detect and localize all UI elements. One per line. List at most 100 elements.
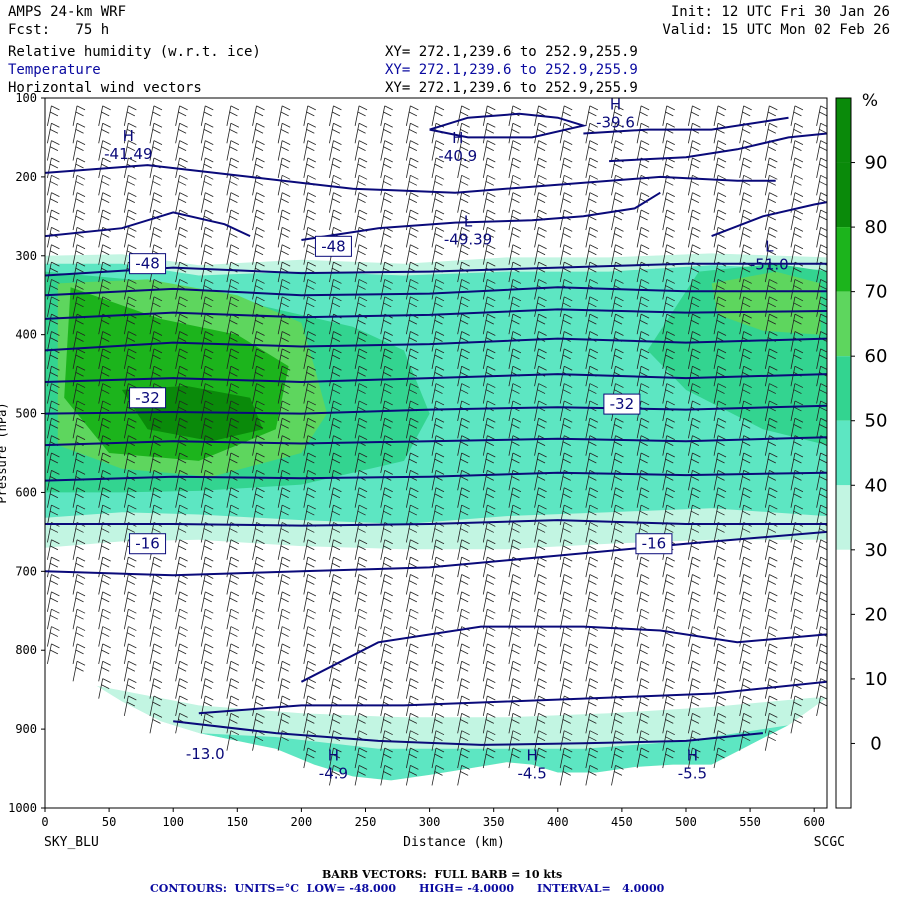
wind-barb-shaft <box>329 192 334 213</box>
wind-barb-shaft <box>175 470 180 491</box>
wind-barb-shaft <box>662 209 668 231</box>
wind-barb-flag <box>203 632 212 637</box>
wind-barb-flag <box>410 174 419 180</box>
wind-barb-shaft <box>739 643 745 664</box>
wind-barb-flag <box>205 157 214 163</box>
wind-barb-shaft <box>611 643 616 664</box>
wind-barb-flag <box>203 354 212 360</box>
wind-barb-flag <box>511 562 520 568</box>
wind-barb-shaft <box>457 747 463 769</box>
wind-barb-flag <box>717 209 727 215</box>
wind-barb-shaft <box>790 643 796 664</box>
wind-barb-flag <box>818 701 827 707</box>
wind-barb-flag <box>562 233 571 238</box>
wind-barb-flag <box>331 354 341 360</box>
wind-barb-flag <box>818 458 827 464</box>
wind-barb-flag <box>769 417 778 423</box>
wind-barb-flag <box>536 545 546 551</box>
wind-barb-shaft <box>47 626 52 647</box>
wind-barb-flag <box>280 111 289 117</box>
wind-barb-flag <box>562 163 571 169</box>
wind-barb-flag <box>562 632 571 637</box>
wind-barb-flag <box>306 198 315 204</box>
wind-barb-flag <box>743 695 752 701</box>
isotherm-line <box>45 530 827 577</box>
wind-barb-flag <box>76 227 86 232</box>
wind-barb-shaft <box>611 557 616 578</box>
wind-barb-flag <box>794 296 804 302</box>
wind-barb-flag <box>564 365 573 371</box>
wind-barb-flag <box>613 493 623 499</box>
wind-barb-shaft <box>764 140 770 161</box>
wind-barb-flag <box>434 180 443 186</box>
wind-barb-flag <box>434 666 443 672</box>
wind-barb-shaft <box>123 539 129 560</box>
wind-barb-shaft <box>98 609 104 630</box>
wind-barb-flag <box>690 267 700 273</box>
wind-barb-flag <box>177 128 187 134</box>
wind-barb-flag <box>152 146 161 151</box>
wind-barb-column <box>405 105 419 786</box>
wind-barb-flag <box>487 348 496 354</box>
wind-barb-flag <box>820 695 827 700</box>
wind-barb-flag <box>384 365 393 371</box>
wind-barb-flag <box>256 556 265 562</box>
wind-barb-shaft <box>764 574 770 595</box>
wind-barb-shaft <box>482 626 488 647</box>
wind-barb-shaft <box>816 296 821 317</box>
wind-barb-shaft <box>354 383 360 404</box>
wind-barb-shaft <box>431 279 437 300</box>
wind-barb-shaft <box>72 557 78 578</box>
wind-barb-flag <box>307 487 316 493</box>
wind-barb-flag <box>717 192 727 198</box>
wind-barb-shaft <box>252 157 257 179</box>
y-tick-label: 100 <box>15 91 37 105</box>
wind-barb-shaft <box>431 539 437 560</box>
wind-barb-shaft <box>405 227 411 248</box>
wind-barb-flag <box>254 580 264 585</box>
wind-barb-shaft <box>713 626 719 647</box>
wind-barb-flag <box>589 365 599 371</box>
wind-barb-flag <box>357 128 366 134</box>
wind-barb-flag <box>562 580 571 585</box>
wind-barb-flag <box>820 487 827 492</box>
wind-barb-flag <box>179 244 188 250</box>
wind-barb-flag <box>536 718 546 724</box>
wind-barb-flag <box>408 285 418 290</box>
wind-barb-flag <box>536 389 546 394</box>
wind-barb-shaft <box>688 279 693 300</box>
wind-barb-flag <box>229 580 238 585</box>
wind-barb-flag <box>230 192 240 198</box>
wind-barb-flag <box>820 157 827 162</box>
wind-barb-shaft <box>98 175 104 196</box>
wind-barb-flag <box>306 753 315 759</box>
wind-barb-flag <box>229 319 238 325</box>
wind-barb-flag <box>769 504 778 510</box>
wind-barb-shaft <box>277 279 283 300</box>
wind-barb-flag <box>434 528 443 533</box>
wind-barb-shaft <box>149 209 155 231</box>
wind-barb-shaft <box>200 123 206 144</box>
wind-barb-flag <box>383 458 392 464</box>
wind-barb-flag <box>666 383 675 388</box>
wind-barb-flag <box>690 528 700 533</box>
wind-barb-shaft <box>303 209 309 231</box>
wind-barb-shaft <box>200 314 206 335</box>
wind-barb-flag <box>307 608 316 614</box>
wind-barb-shaft <box>585 244 591 265</box>
wind-barb-flag <box>487 140 496 145</box>
wind-barb-flag <box>613 684 623 689</box>
wind-barb-flag <box>333 574 342 579</box>
wind-barb-shaft <box>405 296 411 317</box>
wind-barb-flag <box>769 539 778 545</box>
wind-barb-shaft <box>611 487 616 508</box>
wind-barb-flag <box>152 180 161 186</box>
wind-barb-flag <box>690 250 700 256</box>
wind-barb-flag <box>564 591 573 597</box>
wind-barb-column <box>149 105 163 734</box>
wind-barb-flag <box>435 261 445 267</box>
wind-barb-flag <box>203 319 212 325</box>
colorbar-label: 40 <box>865 475 888 496</box>
wind-barb-shaft <box>98 314 104 335</box>
wind-barb-flag <box>692 626 701 631</box>
